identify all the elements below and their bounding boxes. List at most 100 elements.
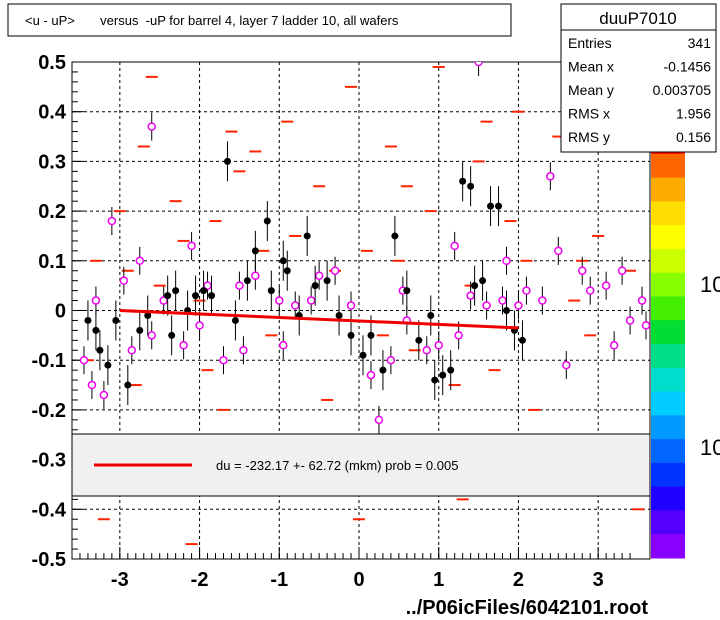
colorbar-segment — [651, 320, 685, 345]
data-point-open — [577, 266, 587, 275]
colorbar-label-upper: 10 — [700, 272, 720, 297]
footer-file: ../P06icFiles/6042101.root — [406, 597, 649, 619]
data-point-filled — [96, 346, 104, 354]
stats-value: 1.956 — [676, 106, 711, 122]
data-point-open — [346, 301, 356, 310]
data-point-open — [374, 415, 384, 425]
x-tick-label: -2 — [191, 569, 209, 591]
data-point-open — [275, 296, 284, 305]
title-box — [7, 3, 512, 37]
data-point-filled — [459, 177, 467, 185]
stats-value: -0.1456 — [664, 59, 712, 75]
data-point-filled — [263, 217, 271, 225]
legend-text: du = -232.17 +- 62.72 (mkm) prob = 0.005 — [216, 458, 458, 473]
data-point-filled — [415, 336, 423, 344]
stats-label: Entries — [568, 35, 612, 51]
data-point-open — [609, 341, 619, 350]
data-point-open — [498, 296, 507, 305]
data-point-open — [107, 216, 117, 226]
data-point-filled — [164, 292, 172, 300]
data-point-filled — [367, 331, 375, 339]
colorbar-segment — [651, 439, 685, 464]
stats-value: 0.003705 — [653, 82, 712, 98]
x-tick-label: -3 — [111, 569, 129, 591]
data-point-open — [87, 380, 97, 390]
x-tick-label: 1 — [433, 569, 444, 591]
colorbar-segment — [651, 248, 685, 274]
colorbar — [651, 130, 685, 559]
data-point-filled — [200, 287, 208, 295]
data-point-filled — [168, 331, 176, 339]
colorbar-segment — [651, 415, 685, 440]
data-point-open — [450, 241, 459, 251]
data-point-filled — [311, 282, 319, 290]
data-point-filled — [479, 277, 487, 285]
data-point-filled — [231, 316, 239, 324]
data-point-filled — [84, 316, 92, 324]
data-point-filled — [267, 287, 275, 295]
data-point-open — [466, 291, 475, 300]
data-point-filled — [439, 371, 447, 379]
colorbar-segment — [651, 296, 685, 321]
data-point-open — [91, 296, 101, 305]
data-point-open — [279, 341, 288, 350]
data-point-filled — [447, 366, 455, 374]
y-tick-label: -0.5 — [32, 549, 66, 571]
data-point-open — [251, 271, 260, 280]
data-point-filled — [427, 311, 435, 319]
x-tick-label: 3 — [593, 569, 604, 591]
data-point-open — [617, 266, 627, 275]
colorbar-label-lower: 10 — [700, 435, 720, 460]
data-point-filled — [502, 307, 510, 314]
data-point-filled — [144, 311, 152, 319]
y-tick-label: 0.4 — [38, 102, 67, 124]
data-point-filled — [391, 232, 399, 240]
data-point-open — [434, 341, 443, 350]
data-point-open — [641, 321, 650, 330]
data-point-open — [625, 316, 635, 325]
data-point-open — [366, 370, 376, 380]
data-point-open — [147, 331, 156, 340]
y-tick-label: -0.4 — [32, 499, 67, 521]
x-tick-label: 2 — [513, 569, 524, 591]
data-point-open — [314, 271, 324, 280]
stats-name: duuP7010 — [599, 9, 677, 28]
fit-line — [119, 309, 519, 330]
colorbar-segment — [651, 201, 685, 226]
colorbar-segment — [651, 462, 685, 488]
y-tick-label: 0.3 — [38, 151, 66, 173]
data-point-filled — [172, 287, 180, 295]
data-point-filled — [112, 316, 120, 324]
data-point-open — [386, 355, 396, 365]
data-point-open — [514, 301, 523, 310]
data-point-filled — [487, 202, 495, 210]
data-point-filled — [347, 331, 355, 339]
y-tick-label: -0.3 — [32, 450, 66, 472]
stats-label: Mean x — [568, 59, 614, 75]
data-point-open — [522, 286, 531, 295]
data-point-open — [135, 256, 145, 266]
y-tick-label: 0.2 — [38, 201, 66, 223]
colorbar-segment — [651, 534, 685, 559]
y-tick-label: 0 — [55, 301, 66, 323]
colorbar-segment — [651, 486, 685, 511]
data-point-open — [290, 301, 300, 310]
data-point-open — [187, 241, 196, 251]
data-point-filled — [431, 376, 439, 384]
stats-box — [560, 3, 717, 153]
colorbar-segment — [651, 510, 685, 535]
data-point-open — [119, 276, 129, 285]
data-point-open — [546, 172, 555, 181]
data-point-filled — [251, 247, 259, 255]
data-point-open — [147, 122, 156, 131]
colorbar-segment — [651, 391, 685, 416]
y-tick-label: -0.2 — [32, 400, 66, 422]
stats-label: Mean y — [568, 82, 614, 98]
data-point-open — [585, 286, 595, 295]
stats-label: RMS y — [568, 129, 610, 145]
data-point-open — [454, 331, 463, 340]
colorbar-segment — [651, 272, 685, 297]
data-point-filled — [243, 277, 251, 285]
data-point-open — [127, 346, 137, 355]
data-point-open — [219, 355, 228, 365]
